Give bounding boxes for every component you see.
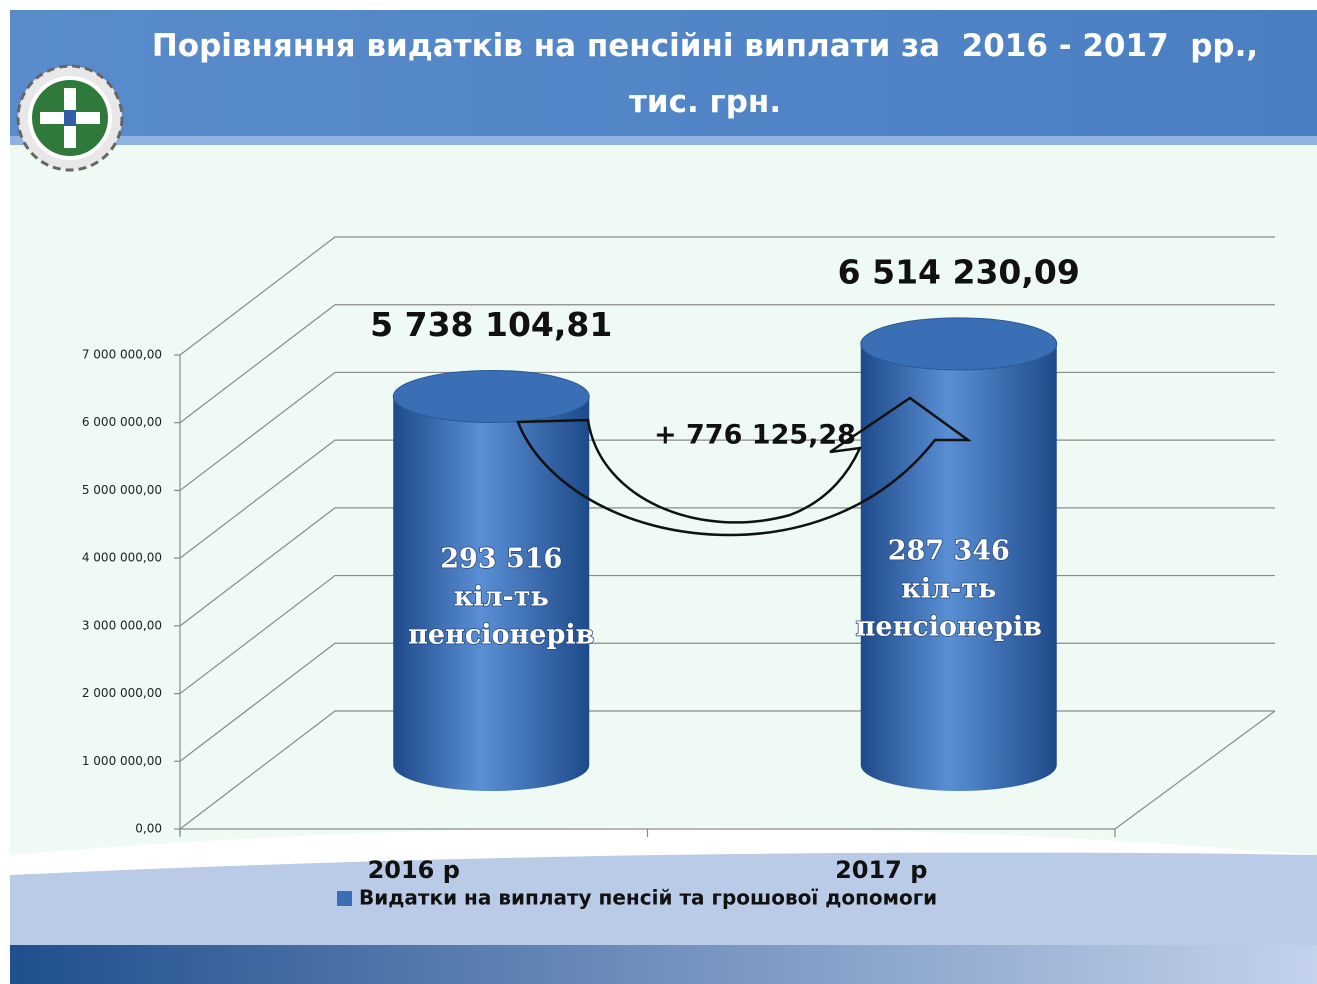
legend-label: Видатки на виплату пенсій та грошової до… xyxy=(359,886,937,910)
annotation: + 776 125,28 xyxy=(654,420,856,451)
y-tick-label: 7 000 000,00 xyxy=(82,348,162,362)
chart-title: Порівняння видатків на пенсійні виплати … xyxy=(151,28,1269,120)
header-stripe xyxy=(10,136,1317,145)
logo xyxy=(16,64,124,172)
legend-swatch xyxy=(337,891,352,906)
bar-top xyxy=(860,317,1058,371)
y-tick-label: 2 000 000,00 xyxy=(82,686,162,700)
x-tick-label: 2016 р xyxy=(368,856,460,884)
header-band xyxy=(10,10,1317,138)
bar-note: кіл-ть xyxy=(901,574,996,605)
bar-note: пенсіонерів xyxy=(408,620,594,651)
y-tick-label: 5 000 000,00 xyxy=(82,483,162,497)
value-label: 6 514 230,09 xyxy=(838,252,1080,291)
bar-note: пенсіонерів xyxy=(856,612,1042,643)
bar xyxy=(860,343,1057,792)
y-tick-label: 1 000 000,00 xyxy=(82,754,162,768)
grid-line xyxy=(179,236,1275,356)
bottom-wave-highlight xyxy=(10,827,1317,875)
y-tick-label: 3 000 000,00 xyxy=(82,618,162,632)
value-label: 5 738 104,81 xyxy=(370,305,612,344)
bar-note: 293 516 xyxy=(440,544,562,575)
bar-top xyxy=(392,369,590,423)
y-tick-label: 0,00 xyxy=(135,822,162,836)
bar-note: кіл-ть xyxy=(454,582,549,613)
y-tick-label: 4 000 000,00 xyxy=(82,551,162,565)
y-tick-label: 6 000 000,00 xyxy=(82,415,162,429)
x-tick-label: 2017 р xyxy=(835,856,927,884)
bottom-wave xyxy=(10,837,1317,945)
change-arrow xyxy=(516,396,972,537)
bar-note: 287 346 xyxy=(888,536,1010,567)
body-bg xyxy=(10,10,1317,945)
footer-band xyxy=(10,945,1317,984)
grid-line xyxy=(179,304,1275,424)
bar xyxy=(393,396,590,792)
